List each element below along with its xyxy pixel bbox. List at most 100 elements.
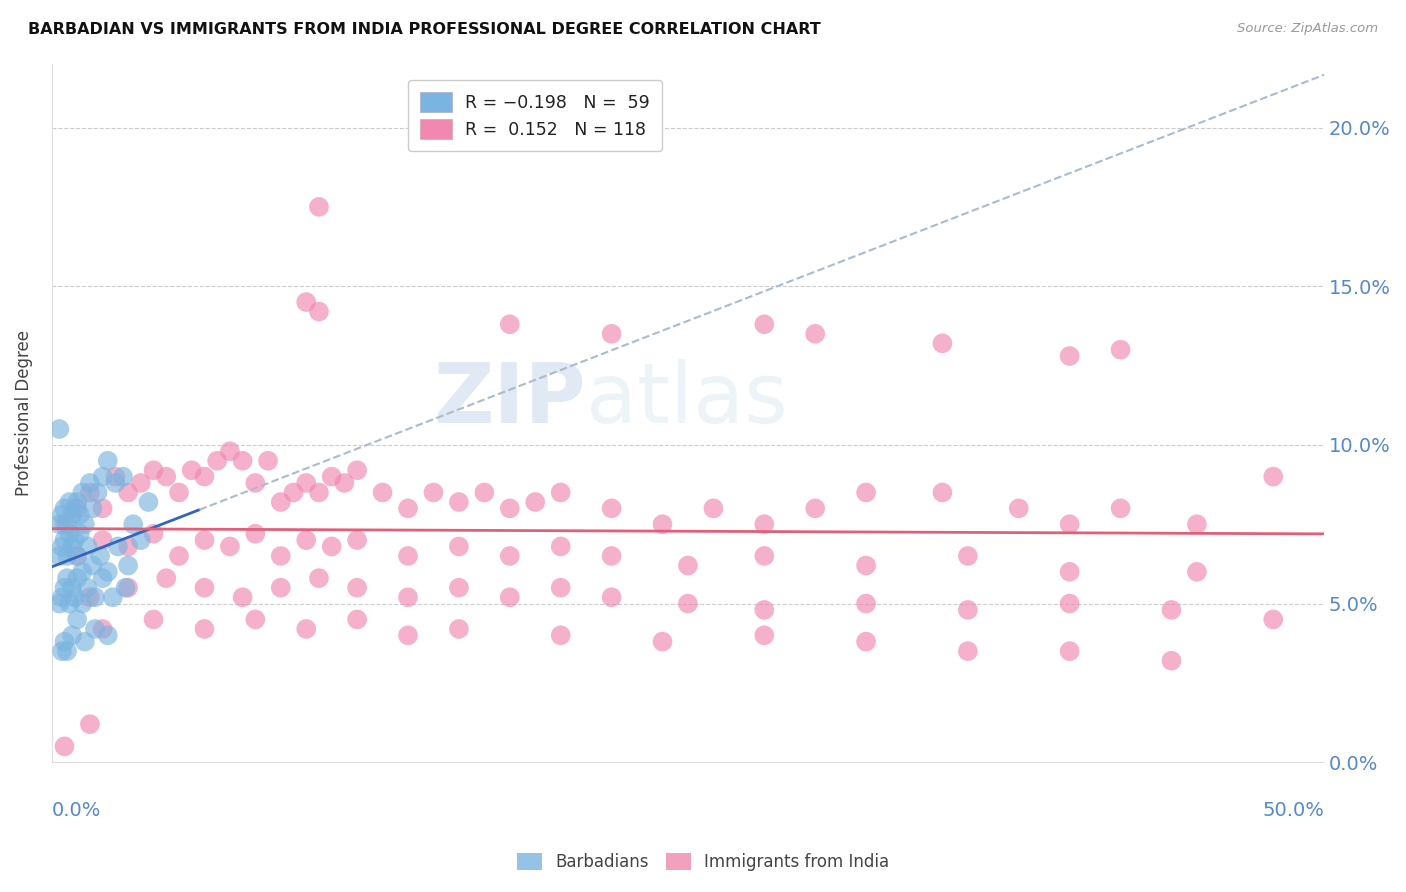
Point xyxy=(63,533,86,547)
Point xyxy=(101,591,124,605)
Point xyxy=(270,549,292,563)
Point xyxy=(53,533,76,547)
Point xyxy=(51,540,73,554)
Point xyxy=(295,622,318,636)
Point xyxy=(308,200,330,214)
Point xyxy=(79,591,101,605)
Point xyxy=(66,571,89,585)
Point xyxy=(855,597,877,611)
Point xyxy=(245,526,267,541)
Point xyxy=(167,485,190,500)
Point xyxy=(114,581,136,595)
Point xyxy=(651,634,673,648)
Point xyxy=(79,475,101,490)
Point xyxy=(855,558,877,573)
Point xyxy=(56,517,79,532)
Text: 0.0%: 0.0% xyxy=(52,801,101,820)
Point xyxy=(142,612,165,626)
Point xyxy=(79,485,101,500)
Point xyxy=(232,591,254,605)
Point xyxy=(53,739,76,754)
Point xyxy=(53,581,76,595)
Point xyxy=(82,501,104,516)
Point xyxy=(1109,343,1132,357)
Point xyxy=(270,581,292,595)
Point xyxy=(82,558,104,573)
Point xyxy=(205,454,228,468)
Point xyxy=(107,540,129,554)
Point xyxy=(53,634,76,648)
Point xyxy=(321,540,343,554)
Point xyxy=(550,485,572,500)
Point xyxy=(333,475,356,490)
Point xyxy=(447,495,470,509)
Point xyxy=(754,603,776,617)
Point xyxy=(48,517,70,532)
Point xyxy=(956,603,979,617)
Point xyxy=(472,485,495,500)
Point xyxy=(76,540,98,554)
Point xyxy=(91,571,114,585)
Point xyxy=(550,628,572,642)
Point xyxy=(295,533,318,547)
Point xyxy=(499,591,522,605)
Point xyxy=(855,634,877,648)
Point xyxy=(58,597,80,611)
Point xyxy=(66,549,89,563)
Point xyxy=(48,549,70,563)
Point xyxy=(51,591,73,605)
Point xyxy=(1059,517,1081,532)
Point xyxy=(232,454,254,468)
Point xyxy=(1185,565,1208,579)
Point xyxy=(53,517,76,532)
Y-axis label: Professional Degree: Professional Degree xyxy=(15,330,32,496)
Point xyxy=(499,318,522,332)
Point xyxy=(56,571,79,585)
Point xyxy=(69,508,91,522)
Point xyxy=(600,326,623,341)
Point xyxy=(117,485,139,500)
Point xyxy=(804,501,827,516)
Point xyxy=(447,622,470,636)
Point xyxy=(1059,565,1081,579)
Point xyxy=(219,540,242,554)
Point xyxy=(63,501,86,516)
Point xyxy=(91,622,114,636)
Point xyxy=(524,495,547,509)
Point xyxy=(58,495,80,509)
Point xyxy=(155,469,177,483)
Point xyxy=(396,549,419,563)
Point xyxy=(193,622,215,636)
Point xyxy=(447,581,470,595)
Point xyxy=(1160,603,1182,617)
Point xyxy=(308,571,330,585)
Point xyxy=(193,533,215,547)
Point xyxy=(129,475,152,490)
Point xyxy=(931,336,953,351)
Point xyxy=(371,485,394,500)
Point xyxy=(1008,501,1031,516)
Point xyxy=(550,581,572,595)
Point xyxy=(84,622,107,636)
Point xyxy=(72,565,94,579)
Point xyxy=(60,628,83,642)
Point xyxy=(104,469,127,483)
Point xyxy=(155,571,177,585)
Point xyxy=(84,591,107,605)
Legend: Barbadians, Immigrants from India: Barbadians, Immigrants from India xyxy=(509,845,897,880)
Point xyxy=(600,501,623,516)
Point xyxy=(117,558,139,573)
Point xyxy=(63,591,86,605)
Point xyxy=(73,517,96,532)
Point xyxy=(346,533,368,547)
Point xyxy=(245,612,267,626)
Point xyxy=(193,469,215,483)
Text: 50.0%: 50.0% xyxy=(1263,801,1324,820)
Point xyxy=(931,485,953,500)
Point xyxy=(66,495,89,509)
Point xyxy=(60,508,83,522)
Point xyxy=(89,549,111,563)
Point xyxy=(283,485,305,500)
Point xyxy=(97,454,120,468)
Text: ZIP: ZIP xyxy=(433,359,586,440)
